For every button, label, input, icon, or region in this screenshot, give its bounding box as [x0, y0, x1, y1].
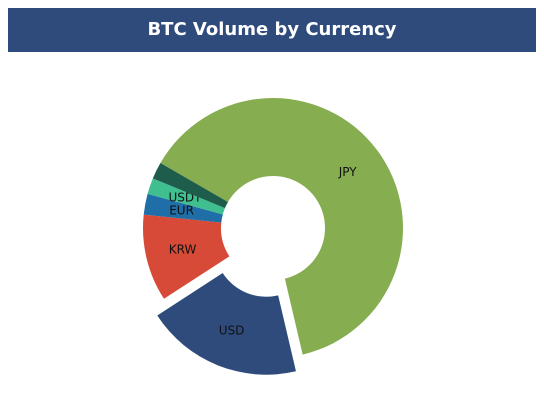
slice-label: USD — [219, 323, 245, 337]
donut-slice — [147, 178, 225, 215]
donut-slice — [160, 97, 403, 355]
chart-title: BTC Volume by Currency — [8, 8, 536, 52]
slice-label: KRW — [169, 242, 197, 256]
donut-slice — [152, 163, 228, 209]
slice-label: EUR — [169, 203, 194, 217]
slice-label: JPY — [338, 165, 358, 179]
donut-slice — [143, 193, 223, 223]
donut-slice — [143, 214, 230, 299]
donut-slice — [157, 273, 296, 375]
